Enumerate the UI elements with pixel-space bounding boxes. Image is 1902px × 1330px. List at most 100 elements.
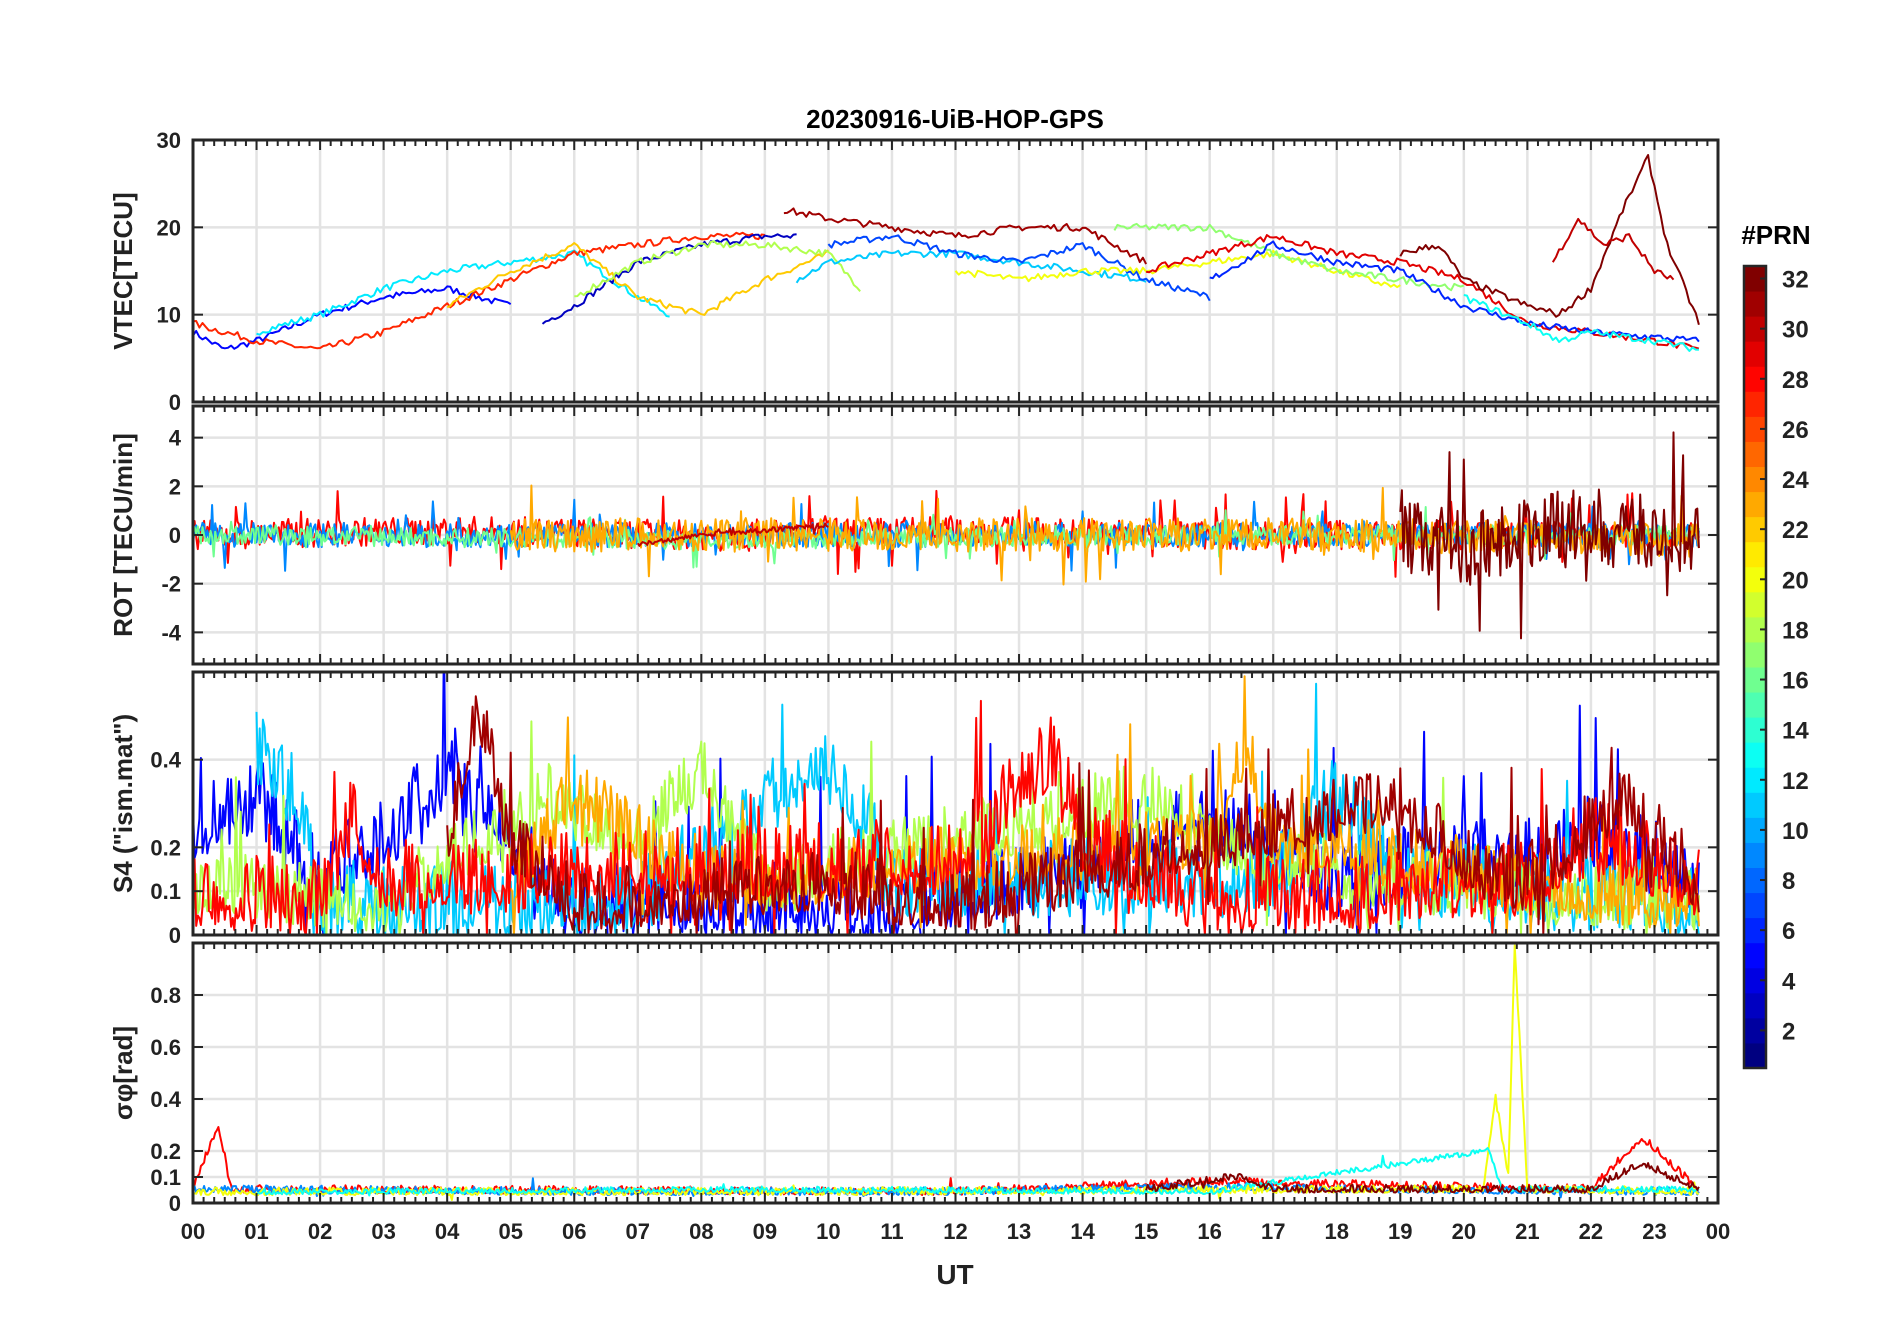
x-tick-label: 16 xyxy=(1197,1219,1221,1244)
y-tick-label: 30 xyxy=(157,128,181,153)
colorbar-tick-label: 24 xyxy=(1782,467,1809,494)
x-tick-label: 20 xyxy=(1452,1219,1476,1244)
colorbar-tick-label: 6 xyxy=(1782,918,1795,945)
vtec-series-prn-18 xyxy=(574,240,861,298)
colorbar-segment xyxy=(1744,817,1766,843)
s4-series-prn-18 xyxy=(193,720,1700,935)
vtec-series-prn-13 xyxy=(1463,294,1699,352)
y-tick-label: 10 xyxy=(157,303,181,328)
vtec-series-prn-6 xyxy=(1209,240,1700,343)
colorbar-segment xyxy=(1744,967,1766,994)
y-axis-label-s4: S4 ("ism.mat") xyxy=(108,714,138,893)
colorbar-tick-label: 10 xyxy=(1782,818,1809,845)
colorbar-tick-label: 30 xyxy=(1782,317,1809,344)
rot-series-prn-32 xyxy=(1399,431,1700,640)
panel-s4: 0 0.1 0.2 0.4 S4 ("ism.mat") xyxy=(108,670,1720,948)
y-tick-label: 0.6 xyxy=(150,1035,181,1060)
colorbar-segment xyxy=(1744,491,1766,518)
colorbar-segment xyxy=(1744,616,1766,643)
vtec-series-prn-17 xyxy=(1113,222,1465,292)
y-axis-label-sigma: σφ[rad] xyxy=(108,1026,138,1120)
y-tick-label: 0 xyxy=(169,523,181,548)
colorbar-segment xyxy=(1744,792,1766,818)
colorbar-segment xyxy=(1744,516,1766,543)
y-tick-label: 0.1 xyxy=(150,879,181,904)
y-tick-label: 0.1 xyxy=(150,1165,181,1190)
colorbar-tick-label: 8 xyxy=(1782,868,1795,895)
colorbar-segment xyxy=(1744,917,1766,944)
colorbar-segment xyxy=(1744,692,1766,718)
colorbar-tick-label: 32 xyxy=(1782,267,1809,294)
y-tick-label: 0 xyxy=(169,923,181,948)
colorbar-tick-label: 2 xyxy=(1782,1018,1795,1045)
colorbar-segment xyxy=(1744,441,1766,467)
y-tick-label: 4 xyxy=(169,426,182,451)
colorbar-tick-label: 12 xyxy=(1782,768,1809,795)
y-axis-label-rot: ROT [TECU/min] xyxy=(108,433,138,637)
x-tick-label: 11 xyxy=(880,1219,903,1244)
x-tick-label: 09 xyxy=(753,1219,777,1244)
x-tick-label: 00 xyxy=(1706,1219,1730,1244)
colorbar-segment xyxy=(1744,667,1766,693)
y-tick-label: 0.8 xyxy=(150,983,181,1008)
colorbar-segment xyxy=(1744,266,1766,292)
colorbar-tick-label: 14 xyxy=(1782,718,1809,745)
x-tick-label: 14 xyxy=(1070,1219,1095,1244)
colorbar-segment xyxy=(1744,341,1766,367)
colorbar-tick-label: 28 xyxy=(1782,367,1809,394)
colorbar-segment xyxy=(1744,742,1766,768)
sigma-series-prn-13 xyxy=(255,1147,1700,1197)
y-tick-label: 2 xyxy=(169,474,181,499)
y-tick-label: 0 xyxy=(169,390,181,415)
colorbar-segment xyxy=(1744,641,1766,668)
vtec-series-prn-12 xyxy=(256,249,670,336)
colorbar-tick-label: 4 xyxy=(1782,968,1796,995)
colorbar-segment xyxy=(1744,466,1766,493)
y-tick-label: -4 xyxy=(161,620,181,645)
y-tick-label: 0.4 xyxy=(150,1087,181,1112)
x-tick-label: 22 xyxy=(1579,1219,1603,1244)
colorbar-segment xyxy=(1744,717,1766,743)
x-tick-label: 21 xyxy=(1515,1219,1539,1244)
chart-title: 20230916-UiB-HOP-GPS xyxy=(806,104,1104,134)
x-tick-label: 15 xyxy=(1134,1219,1158,1244)
colorbar-segment xyxy=(1744,942,1766,969)
series-group-vtec xyxy=(193,154,1700,352)
colorbar-segment xyxy=(1744,591,1766,618)
x-tick-label: 12 xyxy=(943,1219,967,1244)
x-tick-label: 19 xyxy=(1388,1219,1412,1244)
x-tick-label: 05 xyxy=(498,1219,522,1244)
colorbar-segment xyxy=(1744,892,1766,919)
y-tick-label: 20 xyxy=(157,215,181,240)
colorbar-segment xyxy=(1744,541,1766,568)
x-tick-label: 23 xyxy=(1642,1219,1666,1244)
y-tick-label: -2 xyxy=(161,572,181,597)
x-axis-label: UT xyxy=(936,1259,973,1290)
x-tick-label: 13 xyxy=(1007,1219,1031,1244)
s4-series-prn-28 xyxy=(193,699,1700,935)
x-tick-label: 00 xyxy=(181,1219,205,1244)
x-tick-label: 06 xyxy=(562,1219,586,1244)
vtec-series-prn-32 xyxy=(1399,154,1700,326)
colorbar-segment xyxy=(1744,566,1766,593)
colorbar-tick-label: 16 xyxy=(1782,668,1809,695)
vtec-series-prn-7 xyxy=(827,234,1211,302)
sigma-series-prn-32 xyxy=(1145,1162,1700,1194)
rot-series-prn-30 xyxy=(636,522,829,547)
y-tick-label: 0 xyxy=(169,1191,181,1216)
colorbar-segment xyxy=(1744,842,1766,868)
colorbar-title: #PRN xyxy=(1741,220,1810,250)
series-group-sigma xyxy=(193,944,1700,1201)
colorbar-segment xyxy=(1744,992,1766,1019)
panel-rot: -4 -2 0 2 4 ROT [TECU/min] xyxy=(108,404,1720,666)
vtec-series-prn-31 xyxy=(783,207,1147,265)
colorbar-segment xyxy=(1744,1042,1766,1069)
colorbar-segment xyxy=(1744,416,1766,442)
y-tick-label: 0.2 xyxy=(150,1139,181,1164)
colorbar-segment xyxy=(1744,867,1766,894)
sigma-series-prn-20 xyxy=(193,944,1699,1201)
x-tick-label: 02 xyxy=(308,1219,332,1244)
